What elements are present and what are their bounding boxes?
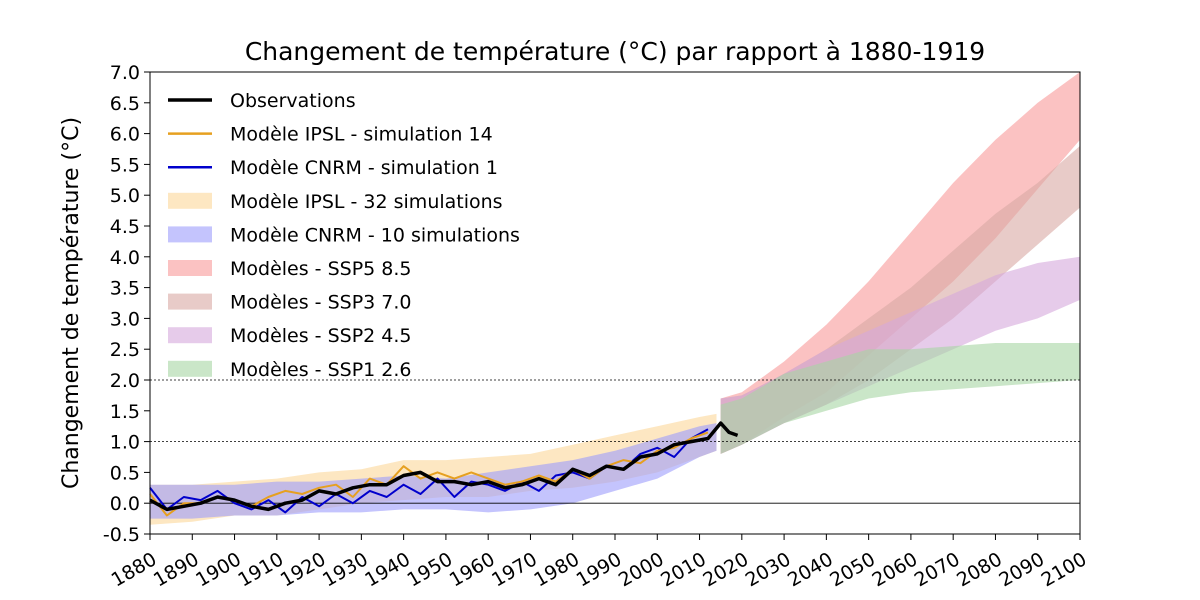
legend-label-8: Modèles - SSP1 2.6 bbox=[230, 359, 412, 381]
legend-swatch-3 bbox=[168, 192, 212, 209]
legend-swatch-5 bbox=[168, 260, 212, 276]
legend-label-2: Modèle CNRM - simulation 1 bbox=[230, 157, 498, 179]
y-tick-label-3: 1.0 bbox=[110, 432, 140, 454]
y-tick-label-2: 0.5 bbox=[110, 462, 140, 484]
series-line-2 bbox=[149, 421, 739, 512]
reference-lines bbox=[150, 379, 1080, 504]
x-tick-label-22: 2100 bbox=[1038, 548, 1091, 591]
legend-swatch-4 bbox=[168, 226, 212, 243]
y-tick-label-10: 4.5 bbox=[110, 216, 140, 238]
y-tick-label-15: 7.0 bbox=[110, 62, 140, 84]
legend-label-4: Modèle CNRM - 10 simulations bbox=[230, 224, 520, 246]
legend-label-3: Modèle IPSL - 32 simulations bbox=[230, 191, 503, 213]
legend-label-0: Observations bbox=[230, 90, 356, 112]
legend-label-7: Modèles - SSP2 4.5 bbox=[230, 325, 412, 347]
y-tick-label-8: 3.5 bbox=[110, 278, 140, 300]
x-axis: 1880189019001910192019301940195019601970… bbox=[108, 534, 1091, 592]
y-tick-label-1: 0.0 bbox=[110, 493, 140, 515]
y-tick-label-0: -0.5 bbox=[103, 524, 140, 546]
series-band-2 bbox=[720, 72, 1080, 454]
y-tick-label-4: 1.5 bbox=[110, 401, 140, 423]
y-tick-label-14: 6.5 bbox=[110, 93, 140, 115]
y-tick-label-5: 2.0 bbox=[110, 370, 140, 392]
chart-title: Changement de température (°C) par rappo… bbox=[245, 37, 985, 66]
y-axis: -0.5 0.0 0.5 1.0 1.5 2.0 2.5 3.0 3.5 4.0 4.5 5.0 5.5… bbox=[103, 62, 150, 546]
y-tick-label-12: 5.5 bbox=[110, 154, 140, 176]
line-layer bbox=[149, 421, 739, 517]
legend-label-6: Modèles - SSP3 7.0 bbox=[230, 292, 412, 314]
y-axis-label: Changement de température (°C) bbox=[59, 117, 84, 489]
legend-label-1: Modèle IPSL - simulation 14 bbox=[230, 124, 493, 146]
y-tick-label-7: 3.0 bbox=[110, 308, 140, 330]
legend-swatch-8 bbox=[168, 360, 212, 377]
series-band-1 bbox=[150, 423, 717, 519]
y-tick-label-13: 6.0 bbox=[110, 124, 140, 146]
y-tick-label-6: 2.5 bbox=[110, 339, 140, 361]
series-band-5 bbox=[720, 343, 1080, 454]
legend-swatch-7 bbox=[168, 327, 212, 344]
y-tick-label-9: 4.0 bbox=[110, 247, 140, 269]
legend-swatch-6 bbox=[168, 293, 212, 310]
y-tick-label-11: 5.0 bbox=[110, 185, 140, 207]
legend: Observations Modèle IPSL - simulation 14 M… bbox=[168, 90, 520, 381]
band-layer bbox=[150, 72, 1080, 525]
legend-label-5: Modèles - SSP5 8.5 bbox=[230, 258, 412, 280]
